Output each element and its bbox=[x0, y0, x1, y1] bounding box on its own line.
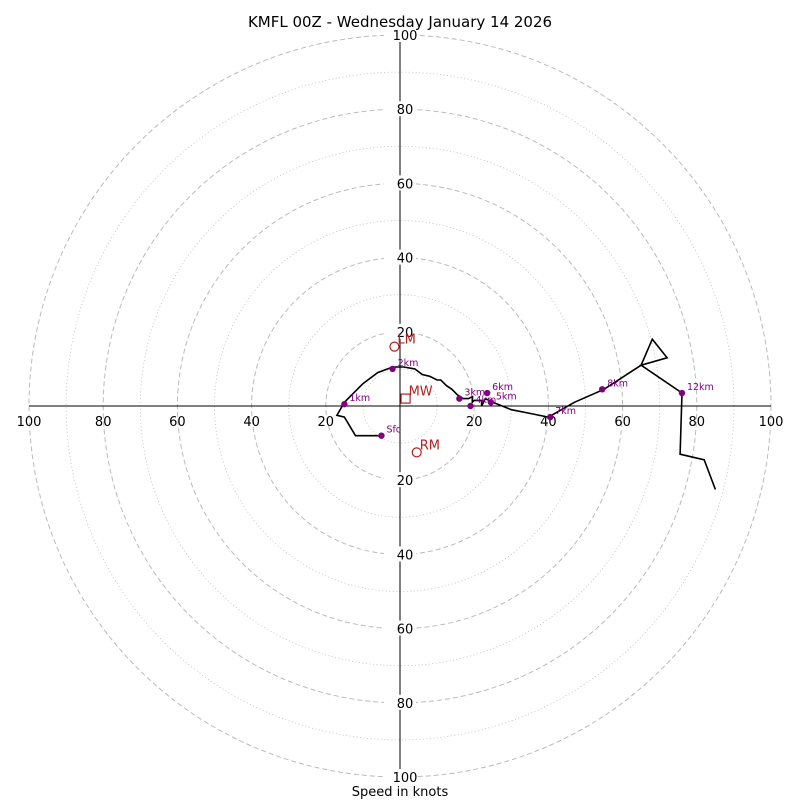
height-label-1km: 1km bbox=[349, 393, 370, 404]
x-axis-label: Speed in knots bbox=[352, 785, 449, 800]
height-marker-7km bbox=[547, 413, 554, 421]
y-tick-label: 80 bbox=[397, 697, 414, 712]
y-tick-label-bg bbox=[384, 620, 416, 636]
y-tick-label: 60 bbox=[397, 623, 414, 638]
wind-trace bbox=[335, 337, 717, 490]
height-marker-12km bbox=[678, 389, 686, 397]
height-label-5km: 5km bbox=[496, 391, 517, 402]
x-tick-label: 40 bbox=[243, 415, 260, 430]
wind-trace-line bbox=[335, 337, 717, 490]
storm-motion-marker-RM bbox=[411, 447, 422, 458]
chart-title: KMFL 00Z - Wednesday January 14 2026 bbox=[248, 13, 552, 31]
height-marker-5km bbox=[487, 399, 495, 406]
storm-motion-marker-MW bbox=[400, 393, 411, 404]
height-marker-8km bbox=[598, 386, 606, 393]
height-label-4km: 4km bbox=[475, 395, 496, 406]
y-tick-label-bg bbox=[384, 101, 416, 117]
height-marker-4km bbox=[467, 402, 474, 410]
y-tick-label: 80 bbox=[397, 103, 414, 118]
height-label-12km: 12km bbox=[687, 382, 714, 393]
y-tick-label-bg bbox=[384, 27, 416, 42]
y-tick-label: 40 bbox=[397, 548, 414, 563]
x-tick-label: 20 bbox=[466, 415, 483, 430]
tick-labels: 100 80 60 40 20 20 40 60 80 100100806040202040608… bbox=[17, 27, 784, 786]
axes bbox=[29, 35, 771, 777]
height-marker-3km bbox=[456, 395, 463, 402]
storm-motion-label-RM: RM bbox=[420, 438, 440, 453]
y-tick-label: 60 bbox=[397, 177, 414, 192]
y-tick-label-bg bbox=[384, 249, 416, 265]
x-tick-label: 80 bbox=[689, 415, 706, 430]
storm-motion-label-LM: LM bbox=[397, 333, 415, 348]
height-label-3km: 3km bbox=[464, 388, 485, 399]
y-tick-label-bg bbox=[384, 472, 416, 488]
y-tick-label-bg bbox=[384, 694, 416, 710]
y-tick-label: 40 bbox=[397, 252, 414, 267]
height-label-2km: 2km bbox=[398, 358, 419, 369]
y-tick-label: 20 bbox=[397, 474, 414, 489]
storm-motion-label-MW: MW bbox=[409, 385, 433, 400]
storm-motion-marker-LM bbox=[389, 341, 400, 352]
x-tick-label: 100 bbox=[759, 415, 784, 430]
y-tick-label: 100 bbox=[393, 29, 418, 44]
y-tick-label-bg bbox=[384, 175, 416, 191]
height-marker-6km bbox=[483, 389, 491, 397]
y-tick-label-bg bbox=[384, 546, 416, 562]
x-tick-label: 60 bbox=[169, 415, 186, 430]
x-tick-label: 80 bbox=[95, 415, 112, 430]
y-tick-label: 100 bbox=[393, 771, 418, 786]
y-tick-label-bg bbox=[384, 323, 416, 339]
y-tick-label: 20 bbox=[397, 326, 414, 341]
x-tick-label: 100 bbox=[17, 415, 42, 430]
height-marker-2km bbox=[389, 365, 396, 373]
x-tick-label: 60 bbox=[614, 415, 631, 430]
height-label-6km: 6km bbox=[492, 382, 513, 393]
height-marker-Sfc bbox=[378, 432, 385, 439]
x-tick-label: 20 bbox=[318, 415, 335, 430]
height-label-8km: 8km bbox=[607, 378, 628, 389]
height-label-Sfc: Sfc bbox=[386, 425, 401, 436]
height-marker-1km bbox=[341, 400, 348, 408]
y-tick-label-bg bbox=[384, 769, 416, 784]
height-label-7km: 7km bbox=[555, 406, 576, 417]
storm-motion-markers: LM MW RM bbox=[389, 333, 440, 458]
